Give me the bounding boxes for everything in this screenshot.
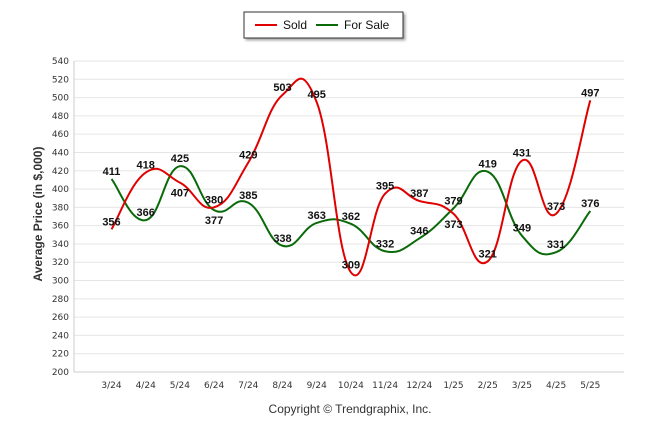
x-tick-label: 8/24	[272, 381, 292, 391]
y-tick-label: 400	[52, 185, 69, 195]
data-label-sold: 418	[137, 160, 155, 172]
x-tick-label: 6/24	[204, 381, 224, 391]
y-tick-label: 440	[52, 148, 69, 158]
x-tick-label: 4/25	[546, 381, 566, 391]
x-tick-label: 9/24	[307, 381, 327, 391]
series-line-sold	[110, 77, 592, 277]
data-label-for-sale: 346	[410, 225, 428, 237]
x-tick-label: 3/24	[101, 381, 121, 391]
data-label-for-sale: 366	[137, 207, 155, 219]
grid	[74, 60, 624, 373]
y-tick-label: 340	[52, 240, 69, 250]
data-label-for-sale: 349	[513, 223, 531, 235]
data-label-for-sale: 425	[171, 153, 189, 165]
x-tick-label: 12/24	[406, 381, 432, 391]
y-tick-label: 260	[52, 313, 69, 323]
data-label-sold: 497	[581, 87, 599, 99]
data-label-sold: 356	[102, 216, 120, 228]
data-label-for-sale: 377	[205, 215, 223, 227]
axes: 200 220 240 260 280 300 320 340 360 380 400 420 440 4…	[52, 57, 624, 391]
x-tick-label: 7/24	[238, 381, 258, 391]
legend-label-for-sale: For Sale	[344, 18, 390, 32]
data-label-sold: 373	[547, 201, 565, 213]
data-label-sold: 429	[239, 150, 257, 162]
legend-label-sold: Sold	[283, 18, 307, 32]
data-labels: 356 418 407 380 429 503 495 309 395 387 373 321 431 3…	[102, 82, 599, 271]
data-label-for-sale: 411	[103, 166, 121, 178]
series	[110, 77, 592, 277]
x-tick-label: 11/24	[372, 381, 398, 391]
x-tick-label: 5/24	[170, 381, 190, 391]
data-label-sold: 495	[308, 89, 326, 101]
y-tick-label: 380	[52, 203, 69, 213]
data-label-for-sale: 331	[547, 239, 565, 251]
x-tick-label: 3/25	[512, 381, 532, 391]
data-label-sold: 503	[273, 82, 291, 94]
y-tick-label: 520	[52, 75, 69, 85]
y-tick-label: 500	[52, 94, 69, 104]
y-tick-label: 300	[52, 277, 69, 287]
y-tick-label: 320	[52, 258, 69, 268]
y-tick-label: 540	[52, 57, 69, 67]
legend[interactable]: Sold For Sale	[243, 11, 404, 39]
y-tick-label: 460	[52, 130, 69, 140]
data-label-sold: 431	[513, 148, 531, 160]
series-line-for-sale	[110, 165, 592, 256]
y-tick-label: 480	[52, 112, 69, 122]
y-tick-label: 220	[52, 350, 69, 360]
data-label-for-sale: 362	[342, 211, 360, 223]
x-tick-label: 5/25	[580, 381, 600, 391]
y-tick-label: 240	[52, 331, 69, 341]
data-label-for-sale: 379	[444, 195, 462, 207]
y-tick-label: 420	[52, 167, 69, 177]
data-label-for-sale: 376	[581, 198, 599, 210]
data-label-sold: 407	[171, 188, 189, 200]
y-tick-label: 200	[52, 368, 69, 378]
data-label-sold: 387	[410, 188, 428, 200]
x-tick-label: 10/24	[338, 381, 364, 391]
x-tick-label: 4/24	[136, 381, 156, 391]
data-label-sold: 395	[376, 181, 394, 193]
data-label-sold: 309	[342, 259, 360, 271]
data-label-sold: 380	[205, 194, 223, 206]
y-tick-label: 280	[52, 295, 69, 305]
data-label-for-sale: 419	[479, 159, 497, 171]
y-axis-title: Average Price (in $,000)	[31, 147, 45, 282]
x-tick-label: 1/25	[443, 381, 463, 391]
data-label-for-sale: 332	[376, 238, 394, 250]
data-label-for-sale: 338	[273, 233, 291, 245]
data-label-for-sale: 385	[239, 190, 257, 202]
copyright-text: Copyright © Trendgraphix, Inc.	[269, 402, 432, 416]
x-tick-label: 2/25	[478, 381, 498, 391]
data-label-for-sale: 363	[308, 210, 326, 222]
data-label-sold: 321	[479, 248, 497, 260]
y-tick-label: 360	[52, 222, 69, 232]
data-label-sold: 373	[444, 219, 462, 231]
